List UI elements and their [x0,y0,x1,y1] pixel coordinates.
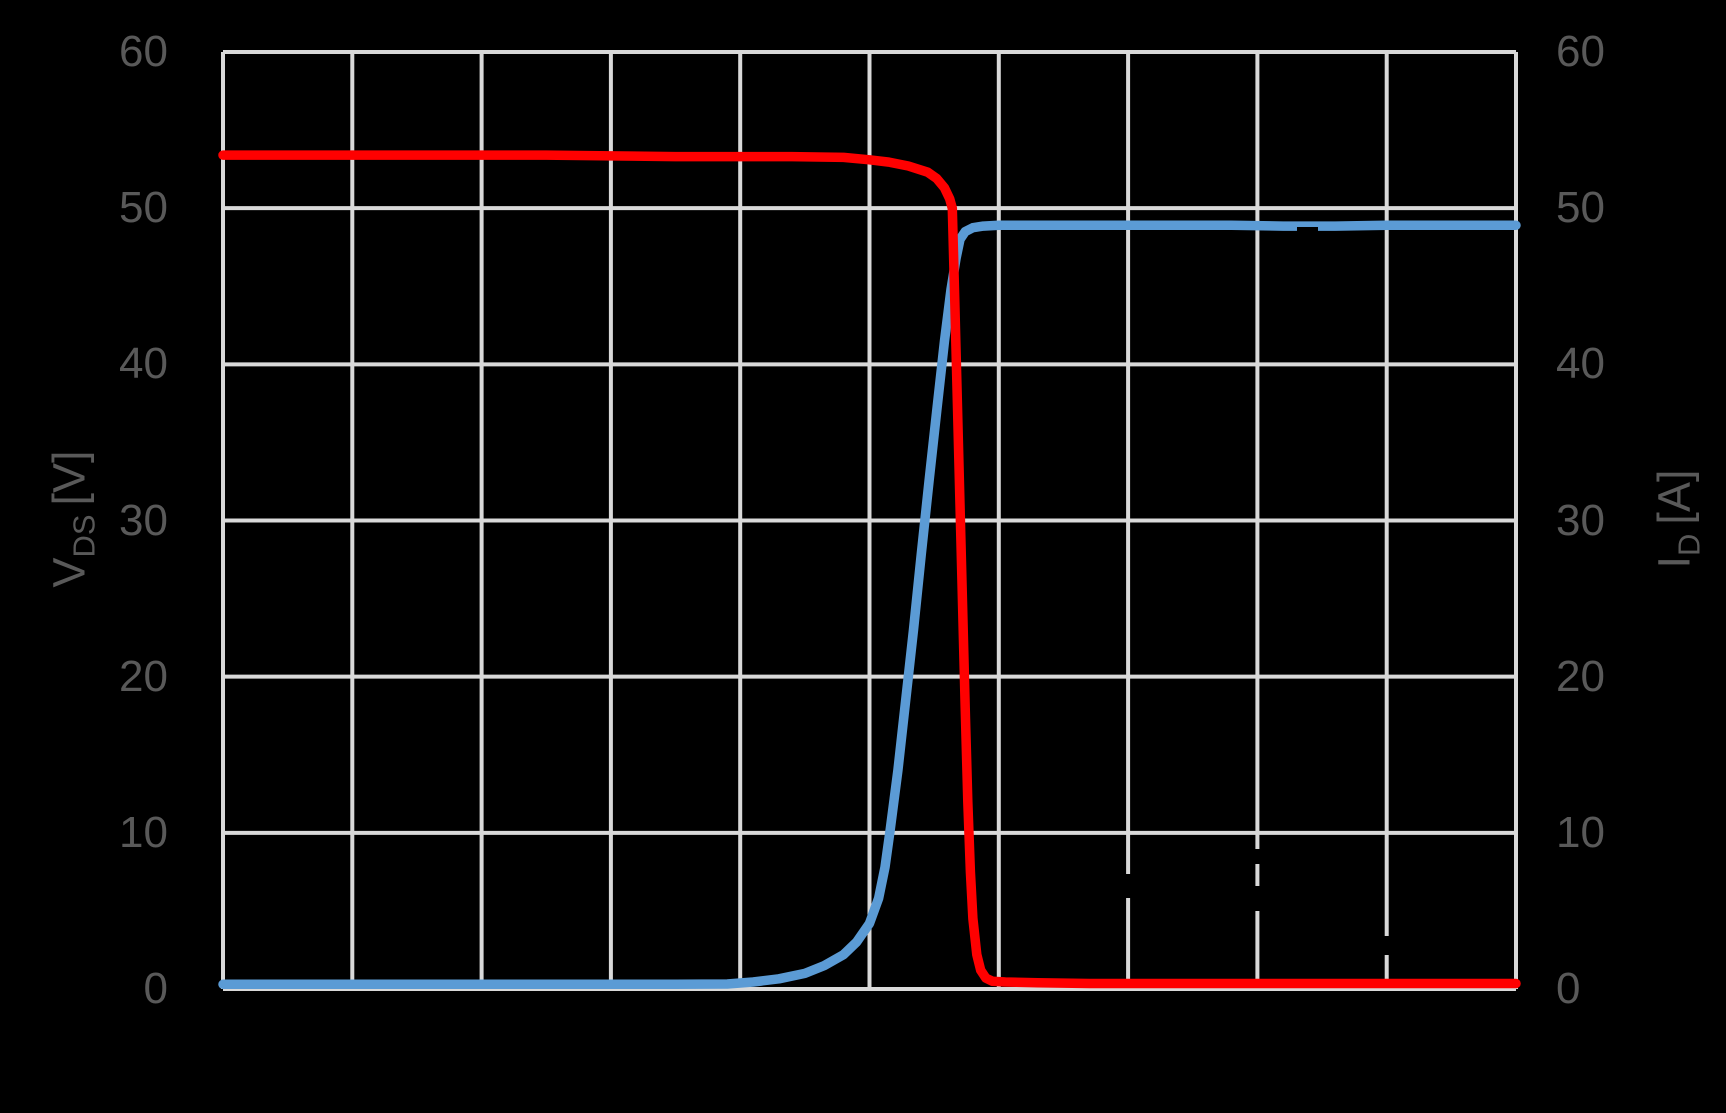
y-tick-label-left: 0 [143,964,168,1013]
y-tick-label-right: 0 [1556,964,1581,1013]
right-axis-unit: [A] [1648,469,1700,525]
left-axis-title: VDS [V] [43,450,102,588]
right-axis-title: ID [A] [1648,469,1707,569]
y-tick-label-left: 60 [119,27,168,76]
y-tick-label-right: 10 [1556,807,1605,857]
hidden-text-artifact [1253,849,1261,864]
y-tick-label-left: 40 [119,339,168,389]
y-tick-label-right: 40 [1556,339,1605,389]
y-tick-label-left: 50 [119,183,168,233]
right-axis-subscript: D [1671,533,1707,556]
y-tick-label-right: 60 [1556,27,1605,76]
y-tick-label-right: 30 [1556,495,1605,545]
y-tick-label-right: 50 [1556,183,1605,233]
y-tick-label-left: 30 [119,495,168,545]
hidden-text-artifact [1253,886,1261,911]
y-tick-label-left: 20 [119,651,168,701]
y-tick-label-left: 10 [119,807,168,857]
right-axis-symbol: I [1648,555,1700,569]
hidden-text-artifact [1297,227,1318,232]
hidden-text-artifact [1124,874,1132,898]
left-axis-subscript: DS [66,514,102,558]
left-axis-symbol: V [43,557,95,588]
vds-curve [218,150,1521,989]
y-tick-label-right: 20 [1556,651,1605,701]
id-curve [218,220,1521,990]
hidden-text-artifact [1384,936,1392,955]
left-axis-unit: [V] [43,450,95,506]
